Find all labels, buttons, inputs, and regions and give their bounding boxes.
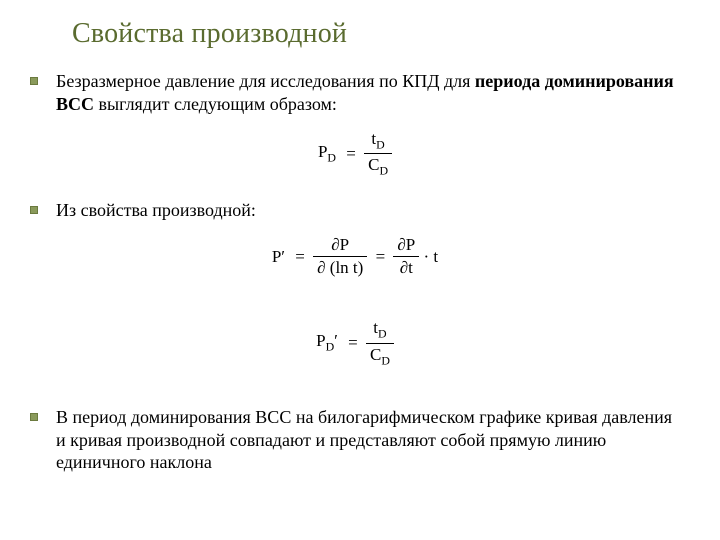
f1-lhs-base: P xyxy=(318,142,327,161)
f1-den-sub: D xyxy=(379,164,388,178)
f3-lhs-sub: D xyxy=(326,340,335,354)
f2-den1c: ) xyxy=(358,258,364,277)
bullet-marker-icon xyxy=(30,77,38,85)
f2-den2: ∂t xyxy=(393,256,419,278)
f3-lhs-base: P xyxy=(316,331,325,350)
bullet-text-3: В период доминирования ВСС на билогарифм… xyxy=(56,406,680,474)
bullet-item-3: В период доминирования ВСС на билогарифм… xyxy=(30,406,680,474)
f2-num1: ∂P xyxy=(313,235,367,256)
f3-num-sub: D xyxy=(378,327,387,341)
f1-num-sub: D xyxy=(376,137,385,151)
equals-2b: = xyxy=(372,247,390,267)
slide-content: Безразмерное давление для исследования п… xyxy=(0,50,720,474)
f3-prime: ′ xyxy=(334,331,338,350)
equals-3: = xyxy=(344,333,362,353)
bullet-1-part1: Безразмерное давление для исследования п… xyxy=(56,71,475,91)
bullet-marker-icon xyxy=(30,206,38,214)
f2-den1b: ln t xyxy=(335,258,357,277)
f2-lhs: P′ xyxy=(272,247,287,267)
equals-2a: = xyxy=(291,247,309,267)
formula-2: P′ = ∂P ∂ (ln t) = ∂P ∂t · t xyxy=(30,235,680,278)
formula-3: PD′ = tD CD xyxy=(30,318,680,368)
f2-num2: ∂P xyxy=(393,235,419,256)
f3-den-base: C xyxy=(370,345,381,364)
bullet-text-2: Из свойства производной: xyxy=(56,199,256,222)
bullet-marker-icon xyxy=(30,413,38,421)
bullet-item-2: Из свойства производной: xyxy=(30,199,680,222)
f3-den-sub: D xyxy=(381,353,390,367)
f1-lhs-sub: D xyxy=(327,151,336,165)
bullet-text-1: Безразмерное давление для исследования п… xyxy=(56,70,680,115)
f2-den1a: ∂ ( xyxy=(317,258,335,277)
f2-tail: · t xyxy=(424,247,439,267)
formula-1: PD = tD CD xyxy=(30,129,680,179)
bullet-1-part2: выглядит следующим образом: xyxy=(94,94,337,114)
bullet-item-1: Безразмерное давление для исследования п… xyxy=(30,70,680,115)
equals-1: = xyxy=(342,144,360,164)
f1-den-base: C xyxy=(368,155,379,174)
slide-title: Свойства производной xyxy=(0,0,720,50)
